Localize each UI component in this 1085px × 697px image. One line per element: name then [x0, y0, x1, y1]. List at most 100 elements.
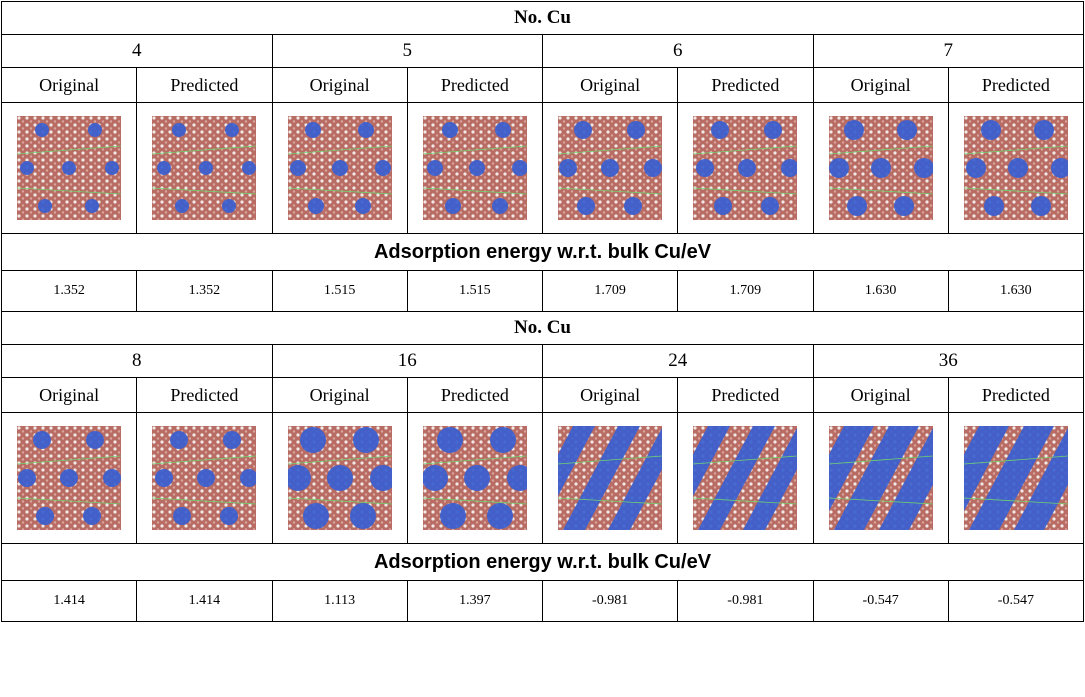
cu-cluster	[714, 197, 732, 215]
image-cell	[813, 103, 948, 234]
column-label: Original	[813, 68, 948, 103]
structure-image	[17, 426, 121, 530]
cu-cluster	[437, 427, 463, 453]
cu-cluster	[305, 122, 321, 138]
structure-image	[423, 116, 527, 220]
column-label: Predicted	[137, 68, 272, 103]
column-label: Original	[2, 68, 137, 103]
column-label: Predicted	[678, 68, 813, 103]
cu-count: 5	[272, 35, 543, 68]
header-row: No. Cu	[2, 312, 1084, 345]
cu-cluster	[103, 469, 121, 487]
cu-cluster	[36, 507, 54, 525]
cu-cluster	[445, 198, 461, 214]
structure-image	[152, 426, 256, 530]
image-row	[2, 103, 1084, 234]
cu-cluster	[358, 122, 374, 138]
cu-cluster	[223, 431, 241, 449]
structure-image	[693, 426, 797, 530]
structure-image	[288, 116, 392, 220]
cu-cluster	[829, 158, 849, 178]
page: No. Cu4567OriginalPredictedOriginalPredi…	[0, 1, 1085, 697]
structure-image	[558, 116, 662, 220]
cu-cluster	[332, 160, 348, 176]
column-label: Predicted	[678, 378, 813, 413]
energy-title: Adsorption energy w.r.t. bulk Cu/eV	[2, 544, 1084, 581]
energy-value: -0.547	[948, 581, 1083, 622]
energy-value: 1.630	[948, 271, 1083, 312]
cu-cluster	[175, 199, 189, 213]
image-cell	[813, 413, 948, 544]
structure-image	[964, 426, 1068, 530]
cu-cluster	[88, 123, 102, 137]
cu-cluster	[966, 158, 986, 178]
cu-cluster	[761, 197, 779, 215]
energy-value: 1.709	[543, 271, 678, 312]
cu-cluster	[199, 161, 213, 175]
cu-cluster	[173, 507, 191, 525]
cu-cluster	[442, 122, 458, 138]
energy-row: 1.4141.4141.1131.397-0.981-0.981-0.547-0…	[2, 581, 1084, 622]
image-cell	[2, 103, 137, 234]
image-cell	[407, 103, 542, 234]
image-cell	[543, 413, 678, 544]
energy-value: 1.352	[137, 271, 272, 312]
column-label: Predicted	[407, 68, 542, 103]
energy-value: 1.352	[2, 271, 137, 312]
cu-cluster	[353, 427, 379, 453]
energy-title-row: Adsorption energy w.r.t. bulk Cu/eV	[2, 234, 1084, 271]
section-header: No. Cu	[2, 312, 1084, 345]
cu-cluster	[464, 465, 490, 491]
energy-value: 1.709	[678, 271, 813, 312]
cu-cluster	[170, 431, 188, 449]
cu-cluster	[172, 123, 186, 137]
cu-cluster	[303, 503, 329, 529]
cu-cluster	[764, 121, 782, 139]
structure-image	[693, 116, 797, 220]
image-cell	[678, 103, 813, 234]
image-cell	[137, 103, 272, 234]
energy-value: 1.414	[137, 581, 272, 622]
structure-image	[152, 116, 256, 220]
cu-count: 36	[813, 345, 1084, 378]
cu-count: 4	[2, 35, 273, 68]
cu-cluster	[35, 123, 49, 137]
image-cell	[272, 413, 407, 544]
cu-cluster	[574, 121, 592, 139]
cu-count: 7	[813, 35, 1084, 68]
image-cell	[272, 103, 407, 234]
cu-cluster	[844, 120, 864, 140]
cu-cluster	[38, 199, 52, 213]
column-label: Predicted	[137, 378, 272, 413]
cu-cluster	[871, 158, 891, 178]
results-table: No. Cu4567OriginalPredictedOriginalPredi…	[1, 1, 1084, 622]
cu-cluster	[601, 159, 619, 177]
cu-cluster	[1008, 158, 1028, 178]
cu-cluster	[627, 121, 645, 139]
cu-cluster	[1031, 196, 1051, 216]
cu-cluster	[487, 503, 513, 529]
cu-cluster	[981, 120, 1001, 140]
cu-cluster	[20, 161, 34, 175]
cu-cluster	[300, 427, 326, 453]
cu-cluster	[375, 160, 391, 176]
cu-cluster	[492, 198, 508, 214]
cu-cluster	[495, 122, 511, 138]
column-label: Original	[543, 68, 678, 103]
cu-cluster	[350, 503, 376, 529]
cu-cluster	[355, 198, 371, 214]
column-label: Original	[813, 378, 948, 413]
cu-cluster	[242, 161, 256, 175]
structure-image	[558, 426, 662, 530]
cu-cluster	[86, 431, 104, 449]
energy-value: 1.630	[813, 271, 948, 312]
structure-image	[17, 116, 121, 220]
cu-cluster	[157, 161, 171, 175]
cu-count: 24	[543, 345, 814, 378]
structure-image	[829, 426, 933, 530]
cu-cluster	[62, 161, 76, 175]
energy-value: 1.397	[407, 581, 542, 622]
column-label: Original	[2, 378, 137, 413]
image-row	[2, 413, 1084, 544]
